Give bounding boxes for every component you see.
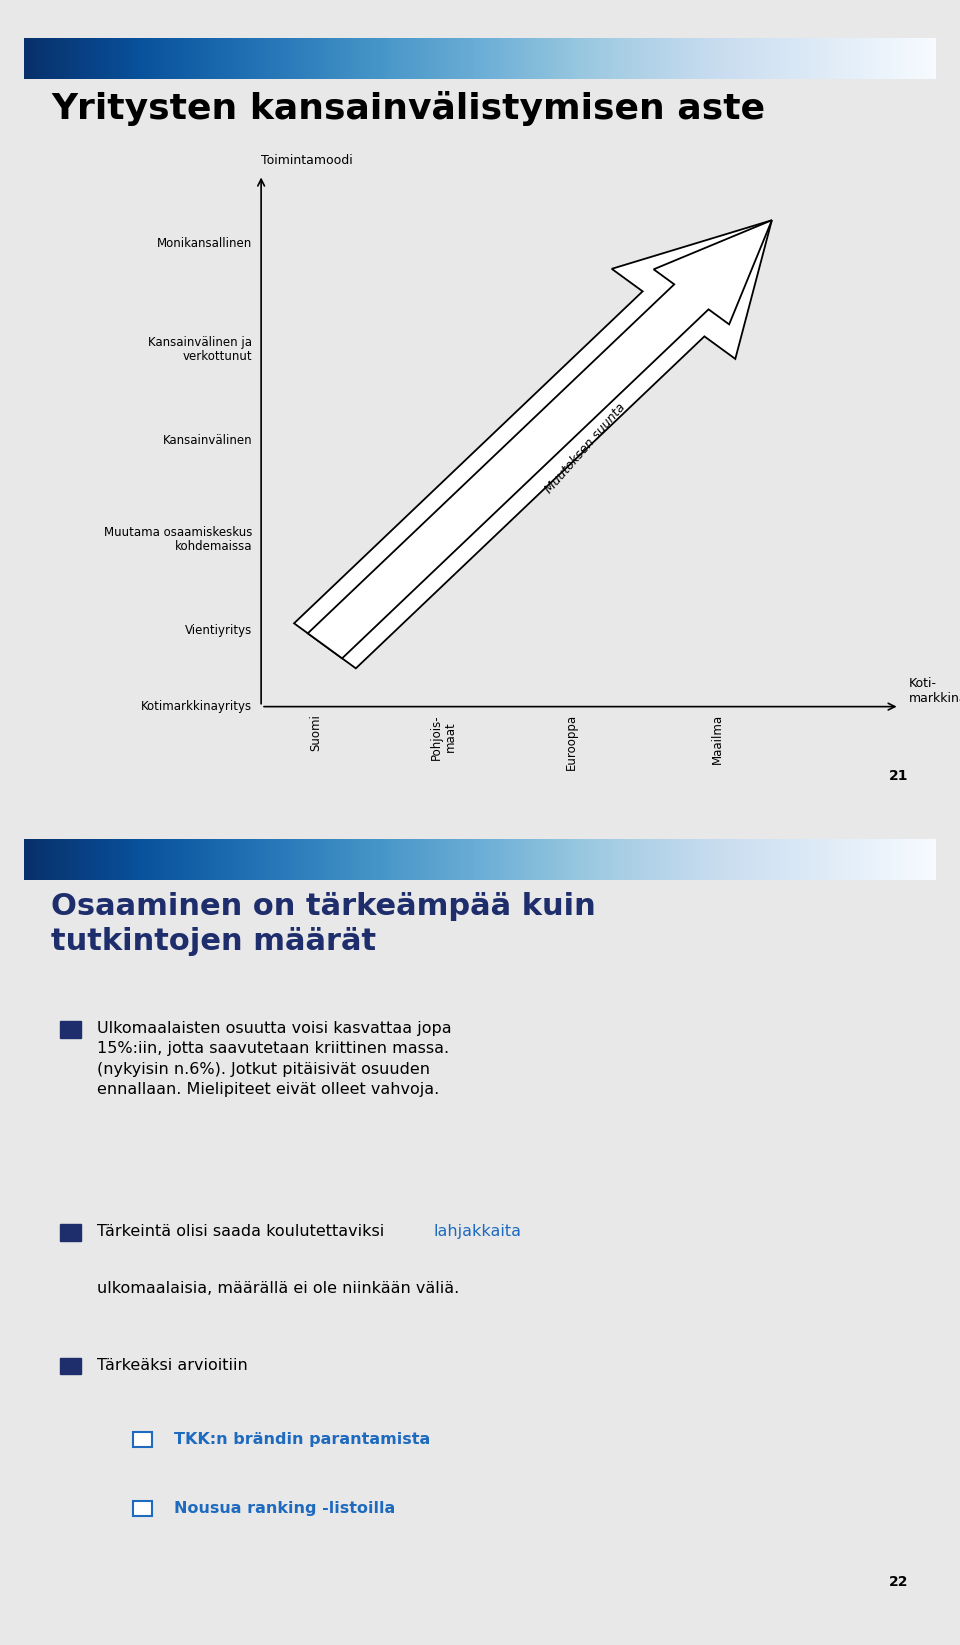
Bar (60, 1022, 81, 1038)
Text: Vientiyritys: Vientiyritys (184, 623, 252, 637)
Polygon shape (308, 220, 772, 658)
Text: Tärkeintä olisi saada koulutettaviksi: Tärkeintä olisi saada koulutettaviksi (97, 1224, 390, 1239)
Text: 22: 22 (889, 1574, 909, 1589)
Text: Muutoksen suunta: Muutoksen suunta (542, 401, 628, 495)
Bar (60, 1357, 81, 1374)
Text: Suomi: Suomi (309, 714, 323, 752)
Text: TKK:n brändin parantamista: TKK:n brändin parantamista (175, 1431, 431, 1446)
Text: Kansainvälinen: Kansainvälinen (162, 434, 252, 447)
Bar (133, 1500, 152, 1517)
Polygon shape (294, 220, 772, 668)
Text: Tärkeäksi arvioitiin: Tärkeäksi arvioitiin (97, 1357, 248, 1372)
Text: 21: 21 (889, 768, 909, 783)
Text: Osaaminen on tärkeämpää kuin
tutkintojen määrät: Osaaminen on tärkeämpää kuin tutkintojen… (52, 893, 596, 956)
Text: Toimintamoodi: Toimintamoodi (261, 155, 352, 168)
Text: Kotimarkkinayritys: Kotimarkkinayritys (141, 701, 252, 714)
Text: Maailma: Maailma (710, 714, 724, 765)
Bar (133, 1431, 152, 1448)
Text: ulkomaalaisia, määrällä ei ole niinkään väliä.: ulkomaalaisia, määrällä ei ole niinkään … (97, 1281, 459, 1296)
Text: Monikansallinen: Monikansallinen (156, 237, 252, 250)
Text: Yritysten kansainvälistymisen aste: Yritysten kansainvälistymisen aste (52, 90, 765, 127)
Text: Eurooppa: Eurooppa (564, 714, 578, 770)
Text: Koti-
markkina: Koti- markkina (909, 678, 960, 706)
Text: Ulkomaalaisten osuutta voisi kasvattaa jopa
15%:iin, jotta saavutetaan kriittine: Ulkomaalaisten osuutta voisi kasvattaa j… (97, 1022, 451, 1097)
Text: Nousua ranking -listoilla: Nousua ranking -listoilla (175, 1500, 396, 1515)
Text: Pohjois-
maat: Pohjois- maat (430, 714, 457, 760)
Text: Muutama osaamiskeskus
kohdemaissa: Muutama osaamiskeskus kohdemaissa (104, 526, 252, 553)
Text: Kansainvälinen ja
verkottunut: Kansainvälinen ja verkottunut (148, 336, 252, 364)
Bar (60, 1224, 81, 1240)
Text: lahjakkaita: lahjakkaita (434, 1224, 521, 1239)
